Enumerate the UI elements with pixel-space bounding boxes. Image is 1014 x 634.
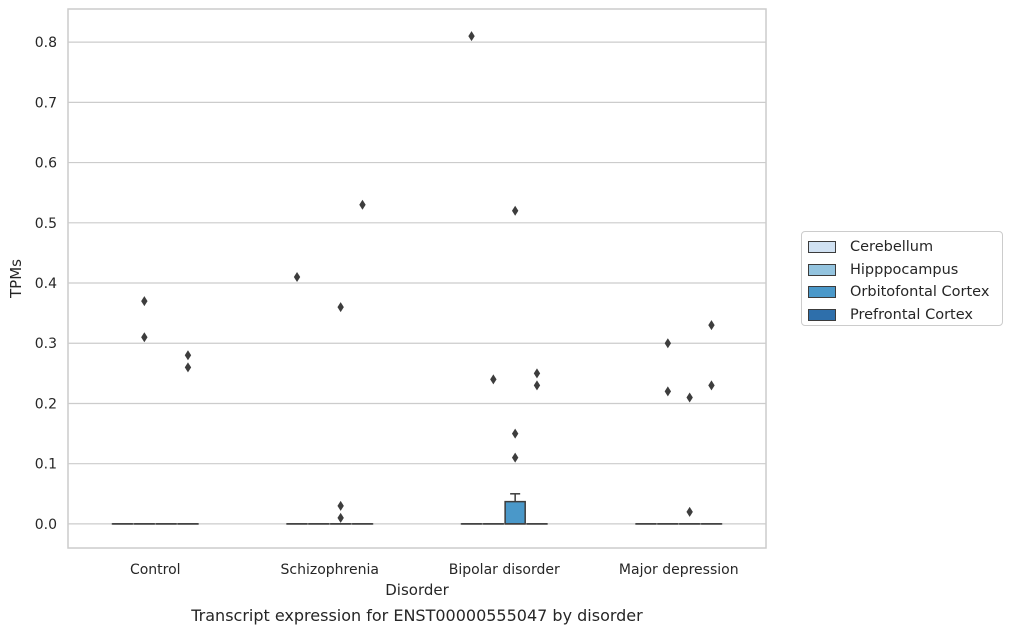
y-tick-label: 0.1 [35,457,57,473]
x-axis-title: Disorder [385,581,449,599]
outlier-point [337,302,344,313]
outlier-point [184,350,192,361]
box-body [504,500,526,525]
legend-item: Cerebellum [808,236,1002,259]
legend-swatch [808,241,836,254]
legend-label: Prefrontal Cortex [850,306,973,323]
legend-item: Prefrontal Cortex [808,304,1002,327]
outlier-point [708,320,715,331]
legend: Cerebellum Hipppocampus Orbitofontal Corte… [801,231,1003,326]
legend-swatch [808,308,836,321]
y-tick-label: 0.5 [35,216,57,232]
outlier-point [511,452,519,463]
y-tick-label: 0.7 [35,95,57,111]
y-tick-label: 0.3 [35,336,57,352]
chart-caption: Transcript expression for ENST0000055504… [191,606,643,625]
outlier-point [337,500,344,511]
outlier-point [686,506,693,517]
y-tick-label: 0.2 [35,396,57,412]
outlier-point [533,368,541,379]
outlier-point [141,296,148,307]
outlier-point [686,392,693,403]
legend-item: Hipppocampus [808,259,1002,282]
box-groups [111,493,723,525]
y-axis-title: TPMs [7,259,25,299]
grid-lines [68,41,766,525]
y-tick-label: 0.4 [35,276,57,292]
box [504,493,526,525]
y-tick-labels: 0.0 0.1 0.2 0.3 0.4 0.5 0.6 0.7 0.8 [35,35,57,533]
y-tick-label: 0.8 [35,35,57,51]
outlier-point [293,271,301,282]
outlier-point [490,374,497,385]
outlier-point [511,205,519,216]
x-tick-label: Schizophrenia [281,562,379,578]
outlier-point [468,31,475,42]
outlier-point [359,199,366,210]
legend-label: Cerebellum [850,239,934,256]
plot-frame [67,8,767,549]
x-tick-labels: Control Schizophrenia Bipolar disorder Majo… [130,562,739,578]
outlier-point [337,512,344,523]
x-tick-label: Control [130,562,181,578]
outlier-point [511,428,519,439]
outlier-point [141,332,148,343]
legend-swatch [808,286,836,299]
legend-label: Orbitofontal Cortex [850,284,990,301]
outlier-point [664,338,672,349]
y-tick-label: 0.0 [35,517,57,533]
outlier-point [664,386,672,397]
legend-item: Orbitofontal Cortex [808,281,1002,304]
x-tick-label: Major depression [619,562,739,578]
legend-swatch [808,263,836,276]
y-tick-label: 0.6 [35,156,57,172]
legend-label: Hipppocampus [850,261,959,278]
x-tick-label: Bipolar disorder [449,562,560,578]
outlier-point [708,380,715,391]
outlier-points [141,31,715,523]
outlier-point [533,380,541,391]
outlier-point [184,362,192,373]
